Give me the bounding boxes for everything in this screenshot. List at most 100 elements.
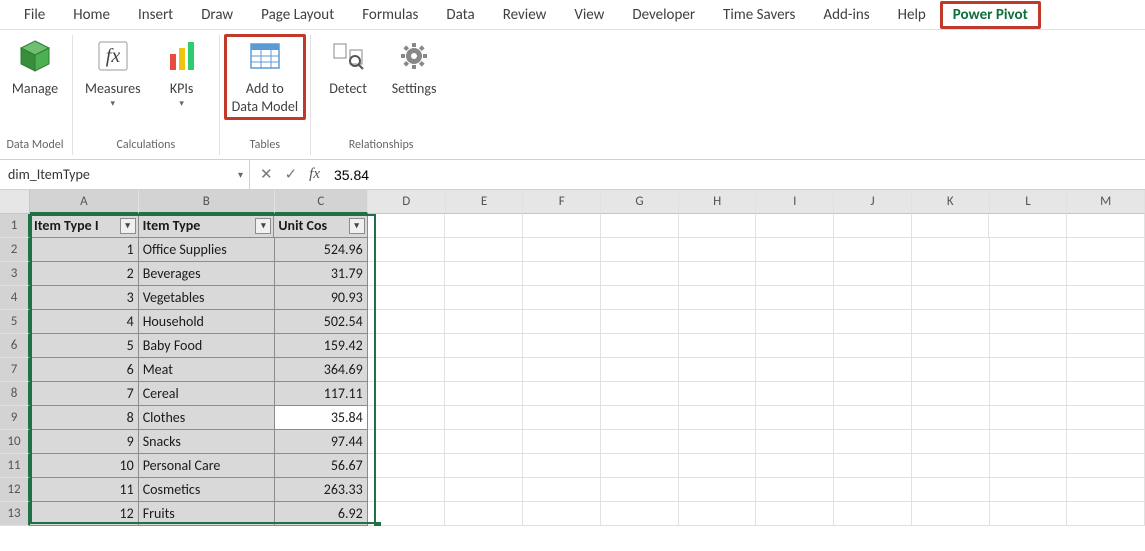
menu-tab-help[interactable]: Help: [884, 2, 940, 28]
cell[interactable]: [445, 310, 523, 334]
cell[interactable]: [601, 262, 679, 286]
cell[interactable]: [756, 454, 834, 478]
cell[interactable]: [368, 262, 446, 286]
column-header[interactable]: F: [523, 190, 601, 214]
cell-item-type[interactable]: Beverages: [139, 262, 275, 286]
name-box[interactable]: dim_ItemType ▾: [0, 160, 250, 189]
cell[interactable]: [1067, 382, 1145, 406]
cell[interactable]: [679, 238, 757, 262]
cell[interactable]: [368, 238, 446, 262]
cell[interactable]: [990, 334, 1068, 358]
cell[interactable]: [756, 382, 834, 406]
cell[interactable]: [912, 406, 990, 430]
menu-tab-insert[interactable]: Insert: [124, 2, 187, 28]
cell[interactable]: [834, 214, 912, 238]
cell-unit-cost[interactable]: 117.11: [275, 382, 368, 406]
formula-input[interactable]: [330, 167, 1145, 183]
cancel-icon[interactable]: ✕: [256, 165, 277, 184]
cell-item-type[interactable]: Vegetables: [139, 286, 275, 310]
cell[interactable]: [912, 502, 990, 526]
table-header-cell[interactable]: Item Type I ▾: [30, 214, 139, 238]
cell[interactable]: [834, 286, 912, 310]
cell[interactable]: [1067, 358, 1145, 382]
filter-dropdown-icon[interactable]: ▾: [255, 218, 271, 234]
cell-item-type-id[interactable]: 11: [30, 478, 139, 502]
fx-icon[interactable]: fx: [305, 166, 324, 183]
cell[interactable]: [368, 286, 446, 310]
menu-tab-powerpivot[interactable]: Power Pivot: [940, 1, 1041, 29]
cell[interactable]: [523, 334, 601, 358]
cell[interactable]: [523, 502, 601, 526]
menu-tab-timesavers[interactable]: Time Savers: [709, 2, 809, 28]
cell[interactable]: [368, 382, 446, 406]
cell[interactable]: [368, 334, 446, 358]
cell[interactable]: [445, 262, 523, 286]
cell[interactable]: [601, 286, 679, 310]
table-header-cell[interactable]: Item Type ▾: [139, 214, 275, 238]
cell[interactable]: [523, 382, 601, 406]
cell[interactable]: [990, 262, 1068, 286]
cell[interactable]: [756, 478, 834, 502]
ribbon-btn-add-to-data-model[interactable]: Add to Data Model: [224, 34, 306, 120]
ribbon-btn-detect[interactable]: Detect: [315, 34, 381, 102]
menu-tab-file[interactable]: File: [10, 2, 59, 28]
column-header[interactable]: M: [1067, 190, 1145, 214]
row-header[interactable]: 1: [0, 214, 30, 238]
cell-item-type[interactable]: Snacks: [139, 430, 275, 454]
cell[interactable]: [601, 214, 679, 238]
cell[interactable]: [1067, 286, 1145, 310]
cell[interactable]: [990, 358, 1068, 382]
ribbon-btn-measures[interactable]: fx Measures ▾: [77, 34, 149, 114]
cell[interactable]: [1067, 406, 1145, 430]
menu-tab-review[interactable]: Review: [489, 2, 561, 28]
cell[interactable]: [756, 238, 834, 262]
cell[interactable]: [1067, 334, 1145, 358]
cell[interactable]: [601, 334, 679, 358]
cell[interactable]: [523, 430, 601, 454]
cell[interactable]: [990, 478, 1068, 502]
cell[interactable]: [445, 502, 523, 526]
menu-tab-developer[interactable]: Developer: [618, 2, 709, 28]
cell[interactable]: [679, 286, 757, 310]
column-header[interactable]: A: [30, 190, 139, 214]
accept-icon[interactable]: ✓: [281, 165, 302, 184]
cell[interactable]: [834, 478, 912, 502]
cell[interactable]: [912, 358, 990, 382]
cell[interactable]: [834, 454, 912, 478]
chevron-down-icon[interactable]: ▾: [238, 168, 243, 181]
cell[interactable]: [912, 478, 990, 502]
column-header[interactable]: L: [990, 190, 1068, 214]
cell[interactable]: [990, 430, 1068, 454]
cell[interactable]: [990, 238, 1068, 262]
cell[interactable]: [756, 430, 834, 454]
cell[interactable]: [912, 262, 990, 286]
cell[interactable]: [368, 406, 446, 430]
cell[interactable]: [445, 430, 523, 454]
cell-item-type[interactable]: Cereal: [139, 382, 275, 406]
cell[interactable]: [756, 214, 834, 238]
row-header[interactable]: 6: [0, 334, 30, 358]
cell[interactable]: [1067, 502, 1145, 526]
cell[interactable]: [912, 214, 990, 238]
cell[interactable]: [445, 454, 523, 478]
ribbon-btn-settings[interactable]: Settings: [381, 34, 447, 102]
cell-item-type[interactable]: Baby Food: [139, 334, 275, 358]
table-header-cell[interactable]: Unit Cos ▾: [274, 214, 367, 238]
cell[interactable]: [601, 358, 679, 382]
cell[interactable]: [834, 430, 912, 454]
cell-unit-cost[interactable]: 97.44: [275, 430, 368, 454]
cell[interactable]: [445, 382, 523, 406]
cell-item-type-id[interactable]: 5: [30, 334, 139, 358]
cell-unit-cost[interactable]: 31.79: [275, 262, 368, 286]
cell-unit-cost[interactable]: 159.42: [275, 334, 368, 358]
row-header[interactable]: 9: [0, 406, 30, 430]
column-header[interactable]: G: [601, 190, 679, 214]
cell[interactable]: [601, 382, 679, 406]
cell-unit-cost[interactable]: 35.84: [275, 406, 368, 430]
column-header[interactable]: C: [275, 190, 368, 214]
cell[interactable]: [368, 430, 446, 454]
menu-tab-data[interactable]: Data: [432, 2, 488, 28]
cell[interactable]: [834, 406, 912, 430]
cell[interactable]: [601, 478, 679, 502]
row-header[interactable]: 7: [0, 358, 30, 382]
